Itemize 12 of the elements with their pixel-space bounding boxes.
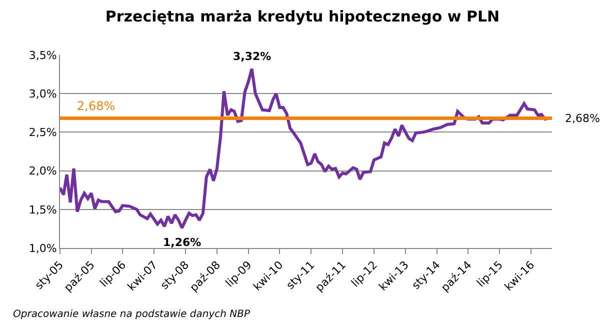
y-tick-label: 1,0% <box>28 242 57 255</box>
y-tick-label: 1,5% <box>28 203 57 216</box>
ref-line-label: 2,68% <box>77 99 116 113</box>
annotation: 3,32% <box>233 50 272 63</box>
y-tick-label: 2,0% <box>28 164 57 178</box>
annotation: 2,68% <box>565 112 600 125</box>
text: Opracowanie własne na podstawie danych NBP <box>13 309 251 320</box>
y-tick-label: 2,5% <box>28 126 57 140</box>
annotation: 1,26% <box>163 236 202 249</box>
y-tick-label: 3,5% <box>28 48 57 62</box>
chart-title: Przeciętna marża kredytu hipotecznego w PLN <box>105 8 500 26</box>
y-tick-label: 3,0% <box>28 87 57 100</box>
